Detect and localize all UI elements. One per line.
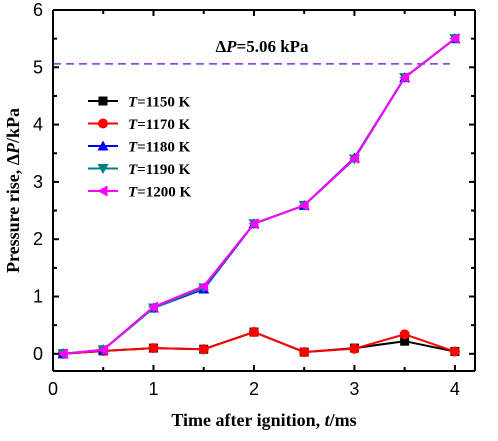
series-line [62, 37, 456, 355]
legend-item: T=1190 K [88, 162, 191, 178]
data-point [349, 343, 360, 354]
legend-item: T=1150 K [88, 95, 191, 111]
y-tick-label: 1 [33, 287, 43, 307]
x-tick-label: 2 [249, 379, 259, 399]
data-point [248, 327, 259, 338]
data-point [449, 346, 460, 357]
data-point [449, 33, 460, 45]
data-point [399, 329, 410, 340]
legend-marker [97, 140, 109, 151]
data-point [298, 199, 309, 211]
series-line [62, 37, 456, 355]
reference-line-label: ΔP=5.06 kPa [215, 37, 309, 56]
legend-label: T=1180 K [128, 140, 191, 156]
x-axis-ticks: 0 1 2 3 4 [48, 10, 460, 399]
legend-item: T=1170 K [88, 117, 191, 133]
legend-marker [98, 96, 108, 106]
legend-marker [97, 164, 109, 174]
series-group [57, 33, 460, 360]
legend-label: T=1190 K [128, 162, 191, 178]
plot-layer [53, 33, 461, 360]
y-tick-label: 0 [33, 344, 43, 364]
series-group [58, 327, 460, 359]
y-tick-label: 5 [33, 57, 43, 77]
legend-marker [97, 185, 108, 197]
x-axis-label: Time after ignition, t/ms [171, 410, 356, 430]
data-point [147, 301, 158, 313]
y-tick-label: 6 [33, 0, 43, 20]
series-line [62, 37, 456, 355]
x-tick-label: 1 [148, 379, 158, 399]
legend-marker [98, 118, 108, 129]
legend-item: T=1180 K [88, 140, 191, 156]
series-group [57, 34, 461, 360]
data-point [400, 336, 410, 346]
legend-label: T=1170 K [128, 117, 191, 133]
series-group [58, 327, 460, 359]
legend-label: T=1150 K [128, 95, 191, 111]
y-tick-label: 3 [33, 172, 43, 192]
data-point [97, 344, 108, 356]
data-point [148, 343, 159, 354]
x-tick-label: 3 [349, 379, 359, 399]
data-point [399, 72, 410, 84]
x-tick-label: 0 [48, 379, 58, 399]
data-point [198, 280, 209, 292]
data-point [57, 348, 68, 360]
y-tick-label: 4 [33, 115, 43, 135]
y-tick-label: 2 [33, 229, 43, 249]
series-group [57, 33, 461, 359]
data-point [198, 344, 209, 355]
legend-item: T=1200 K [88, 185, 191, 201]
legend-label: T=1200 K [128, 185, 191, 201]
data-point [248, 218, 259, 230]
y-axis-ticks: 0 1 2 3 4 5 6 [33, 0, 475, 364]
y-axis-label: Pressure rise, ΔP/kPa [3, 108, 23, 273]
data-point [299, 347, 310, 358]
data-point [348, 152, 359, 164]
x-tick-label: 4 [450, 379, 460, 399]
legend: T=1150 K T=1170 K T=1180 K T=1190 K T=1200 K [88, 95, 191, 201]
